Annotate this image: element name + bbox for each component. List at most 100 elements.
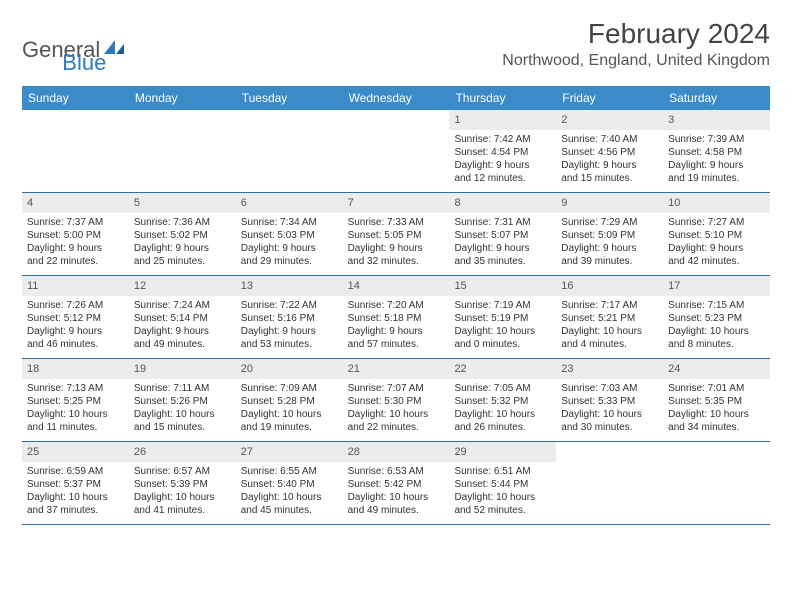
sunrise-text: Sunrise: 7:09 AM <box>241 382 338 395</box>
sunset-text: Sunset: 5:25 PM <box>27 395 124 408</box>
weekday-header: SundayMondayTuesdayWednesdayThursdayFrid… <box>22 86 770 110</box>
calendar-day: 5Sunrise: 7:36 AMSunset: 5:02 PMDaylight… <box>129 193 236 275</box>
day-number: 26 <box>129 442 236 462</box>
day-body: Sunrise: 7:36 AMSunset: 5:02 PMDaylight:… <box>129 213 236 274</box>
header: General Blue February 2024 Northwood, En… <box>22 18 770 76</box>
daylight-line1: Daylight: 9 hours <box>134 242 231 255</box>
day-number: 14 <box>343 276 450 296</box>
sunset-text: Sunset: 4:54 PM <box>454 146 551 159</box>
day-number: 7 <box>343 193 450 213</box>
sunset-text: Sunset: 5:23 PM <box>668 312 765 325</box>
day-body: Sunrise: 7:19 AMSunset: 5:19 PMDaylight:… <box>449 296 556 357</box>
daylight-line2: and 53 minutes. <box>241 338 338 351</box>
month-title: February 2024 <box>502 18 770 50</box>
daylight-line2: and 11 minutes. <box>27 421 124 434</box>
day-body: Sunrise: 7:03 AMSunset: 5:33 PMDaylight:… <box>556 379 663 440</box>
day-body: Sunrise: 7:05 AMSunset: 5:32 PMDaylight:… <box>449 379 556 440</box>
daylight-line1: Daylight: 9 hours <box>27 325 124 338</box>
day-number: 18 <box>22 359 129 379</box>
logo-word2: Blue <box>62 50 106 76</box>
sunrise-text: Sunrise: 7:05 AM <box>454 382 551 395</box>
daylight-line2: and 15 minutes. <box>134 421 231 434</box>
sunrise-text: Sunrise: 7:17 AM <box>561 299 658 312</box>
daylight-line1: Daylight: 9 hours <box>668 242 765 255</box>
sunrise-text: Sunrise: 6:51 AM <box>454 465 551 478</box>
daylight-line2: and 12 minutes. <box>454 172 551 185</box>
sunset-text: Sunset: 5:37 PM <box>27 478 124 491</box>
sunrise-text: Sunrise: 7:19 AM <box>454 299 551 312</box>
day-number: 9 <box>556 193 663 213</box>
day-number: 5 <box>129 193 236 213</box>
day-number: 24 <box>663 359 770 379</box>
day-body: Sunrise: 7:31 AMSunset: 5:07 PMDaylight:… <box>449 213 556 274</box>
sunrise-text: Sunrise: 7:39 AM <box>668 133 765 146</box>
calendar-day-empty: .. <box>129 110 236 192</box>
day-body: Sunrise: 6:53 AMSunset: 5:42 PMDaylight:… <box>343 462 450 523</box>
daylight-line2: and 19 minutes. <box>668 172 765 185</box>
sunrise-text: Sunrise: 7:15 AM <box>668 299 765 312</box>
daylight-line2: and 8 minutes. <box>668 338 765 351</box>
sunrise-text: Sunrise: 6:55 AM <box>241 465 338 478</box>
sunrise-text: Sunrise: 7:11 AM <box>134 382 231 395</box>
daylight-line1: Daylight: 9 hours <box>561 242 658 255</box>
day-number: 2 <box>556 110 663 130</box>
sunrise-text: Sunrise: 6:53 AM <box>348 465 445 478</box>
calendar-day: 27Sunrise: 6:55 AMSunset: 5:40 PMDayligh… <box>236 442 343 524</box>
sunset-text: Sunset: 5:14 PM <box>134 312 231 325</box>
weekday-label: Sunday <box>22 86 129 110</box>
sunrise-text: Sunrise: 7:07 AM <box>348 382 445 395</box>
day-body: Sunrise: 7:11 AMSunset: 5:26 PMDaylight:… <box>129 379 236 440</box>
daylight-line1: Daylight: 9 hours <box>134 325 231 338</box>
weekday-label: Tuesday <box>236 86 343 110</box>
calendar-day: 23Sunrise: 7:03 AMSunset: 5:33 PMDayligh… <box>556 359 663 441</box>
day-number: 13 <box>236 276 343 296</box>
calendar-day: 19Sunrise: 7:11 AMSunset: 5:26 PMDayligh… <box>129 359 236 441</box>
daylight-line2: and 37 minutes. <box>27 504 124 517</box>
sunrise-text: Sunrise: 7:33 AM <box>348 216 445 229</box>
daylight-line1: Daylight: 10 hours <box>348 491 445 504</box>
calendar-day: 14Sunrise: 7:20 AMSunset: 5:18 PMDayligh… <box>343 276 450 358</box>
daylight-line2: and 41 minutes. <box>134 504 231 517</box>
sunset-text: Sunset: 5:00 PM <box>27 229 124 242</box>
sunset-text: Sunset: 5:30 PM <box>348 395 445 408</box>
day-body: Sunrise: 7:27 AMSunset: 5:10 PMDaylight:… <box>663 213 770 274</box>
daylight-line2: and 4 minutes. <box>561 338 658 351</box>
day-number: 8 <box>449 193 556 213</box>
calendar-day: 15Sunrise: 7:19 AMSunset: 5:19 PMDayligh… <box>449 276 556 358</box>
sunrise-text: Sunrise: 7:03 AM <box>561 382 658 395</box>
weekday-label: Wednesday <box>343 86 450 110</box>
daylight-line2: and 52 minutes. <box>454 504 551 517</box>
day-number: 29 <box>449 442 556 462</box>
daylight-line2: and 19 minutes. <box>241 421 338 434</box>
calendar-day: 10Sunrise: 7:27 AMSunset: 5:10 PMDayligh… <box>663 193 770 275</box>
sunrise-text: Sunrise: 7:27 AM <box>668 216 765 229</box>
day-body: Sunrise: 6:51 AMSunset: 5:44 PMDaylight:… <box>449 462 556 523</box>
day-body: Sunrise: 7:09 AMSunset: 5:28 PMDaylight:… <box>236 379 343 440</box>
calendar-day-empty: .. <box>236 110 343 192</box>
daylight-line1: Daylight: 9 hours <box>241 325 338 338</box>
daylight-line2: and 42 minutes. <box>668 255 765 268</box>
daylight-line2: and 57 minutes. <box>348 338 445 351</box>
sunrise-text: Sunrise: 7:42 AM <box>454 133 551 146</box>
day-number: 10 <box>663 193 770 213</box>
daylight-line2: and 45 minutes. <box>241 504 338 517</box>
day-body: Sunrise: 7:26 AMSunset: 5:12 PMDaylight:… <box>22 296 129 357</box>
sunrise-text: Sunrise: 7:20 AM <box>348 299 445 312</box>
day-number: 27 <box>236 442 343 462</box>
sunset-text: Sunset: 5:33 PM <box>561 395 658 408</box>
sunset-text: Sunset: 5:35 PM <box>668 395 765 408</box>
daylight-line1: Daylight: 10 hours <box>134 491 231 504</box>
day-body: Sunrise: 7:33 AMSunset: 5:05 PMDaylight:… <box>343 213 450 274</box>
calendar-day: 12Sunrise: 7:24 AMSunset: 5:14 PMDayligh… <box>129 276 236 358</box>
daylight-line2: and 30 minutes. <box>561 421 658 434</box>
sunset-text: Sunset: 5:03 PM <box>241 229 338 242</box>
daylight-line1: Daylight: 10 hours <box>454 408 551 421</box>
calendar-week: 4Sunrise: 7:37 AMSunset: 5:00 PMDaylight… <box>22 193 770 276</box>
sunset-text: Sunset: 5:32 PM <box>454 395 551 408</box>
calendar-week: 11Sunrise: 7:26 AMSunset: 5:12 PMDayligh… <box>22 276 770 359</box>
sunset-text: Sunset: 5:19 PM <box>454 312 551 325</box>
day-body: Sunrise: 7:40 AMSunset: 4:56 PMDaylight:… <box>556 130 663 191</box>
weekday-label: Thursday <box>449 86 556 110</box>
day-number: 4 <box>22 193 129 213</box>
day-body: Sunrise: 7:37 AMSunset: 5:00 PMDaylight:… <box>22 213 129 274</box>
